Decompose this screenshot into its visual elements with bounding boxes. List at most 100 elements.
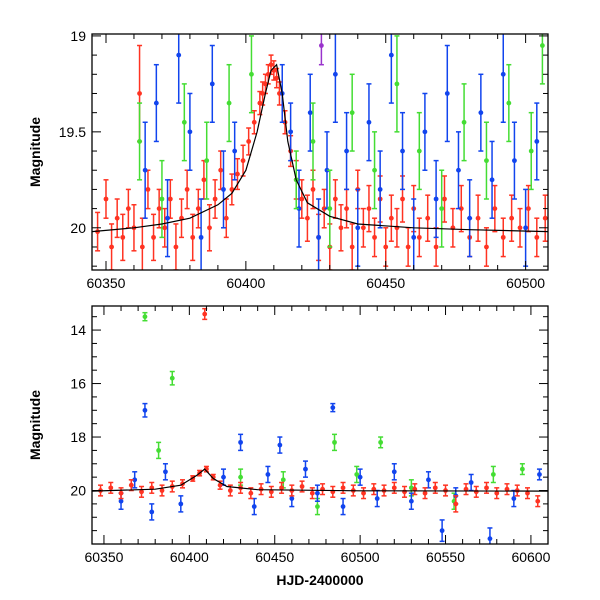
data-point-red-28 [361, 487, 367, 500]
data-point-green-16 [506, 63, 512, 143]
data-point-red-24 [320, 483, 326, 496]
data-point-red-25 [330, 485, 336, 498]
data-point-blue-32 [523, 188, 529, 267]
data-point-green-9 [349, 73, 355, 152]
data-point-red-70 [492, 184, 498, 233]
data-point-blue-16 [344, 111, 350, 191]
x-tick-label: 60350 [87, 275, 126, 291]
data-point-green-7 [310, 102, 316, 181]
data-point-red-23 [309, 487, 315, 500]
data-point-blue-28 [478, 73, 484, 152]
data-point-red-5 [125, 188, 131, 229]
data-point-blue-21 [400, 111, 406, 191]
data-point-blue-26 [536, 468, 542, 481]
data-point-blue-13 [316, 198, 322, 270]
data-point-red-51 [360, 207, 366, 248]
data-point-blue-0 [142, 121, 148, 219]
data-point-red-56 [388, 194, 394, 242]
data-point-blue-11 [296, 169, 302, 248]
data-point-red-6 [149, 481, 155, 494]
data-point-blue-3 [176, 34, 182, 104]
data-point-blue-33 [534, 102, 540, 181]
data-point-blue-2 [132, 471, 138, 489]
data-point-red-20 [206, 204, 212, 252]
data-point-red-34 [422, 487, 428, 500]
data-point-blue-18 [366, 83, 372, 162]
data-point-red-10 [190, 475, 196, 482]
x-tick-label: 60400 [170, 549, 209, 565]
data-point-red-3 [118, 487, 124, 500]
data-point-green-5 [248, 35, 254, 114]
data-point-blue-27 [467, 179, 473, 258]
x-tick-label: 60450 [366, 275, 405, 291]
data-point-green-7 [354, 465, 360, 484]
data-point-blue-2 [165, 179, 171, 258]
data-point-red-61 [416, 217, 422, 258]
data-point-red-31 [391, 481, 397, 494]
data-point-green-15 [483, 121, 489, 200]
data-point-green-11 [394, 35, 400, 133]
data-point-blue-17 [374, 489, 380, 508]
data-point-blue-31 [511, 121, 517, 200]
data-point-red-18 [195, 188, 201, 229]
series-blue [142, 34, 540, 270]
data-point-red-69 [483, 227, 489, 267]
bottom-panel: 60350 60400 60450 60500 60550 60600 14 16 18 20 Ma… [27, 305, 551, 588]
data-point-green-14 [461, 83, 467, 162]
data-point-red-5 [139, 485, 145, 498]
x-tick-label: 60550 [426, 549, 465, 565]
data-point-red-44 [525, 487, 531, 500]
data-point-red-52 [366, 184, 372, 233]
x-tick-label: 60400 [226, 275, 265, 291]
data-point-red-26 [240, 144, 246, 177]
y-tick-label: 19.5 [59, 124, 86, 140]
data-point-blue-26 [455, 131, 461, 210]
top-panel: 60350 60400 60450 60500 19 19.5 20 Magnitude [27, 28, 549, 291]
data-point-blue-19 [377, 150, 383, 229]
data-point-red-30 [260, 81, 266, 106]
data-point-red-42 [504, 483, 510, 496]
data-point-blue-17 [355, 188, 361, 267]
data-point-blue-15 [332, 34, 338, 124]
data-point-red-65 [450, 207, 456, 248]
data-point-red-71 [500, 217, 506, 258]
x-axis-title: HJD-2400000 [276, 572, 363, 588]
data-point-blue-25 [444, 44, 450, 143]
data-point-green-6 [332, 433, 338, 452]
x-tick-label: 60500 [506, 275, 545, 291]
data-point-red-22 [218, 150, 224, 191]
data-point-green-10 [372, 131, 378, 210]
data-point-blue-14 [330, 402, 336, 413]
y-tick-label: 14 [70, 322, 86, 338]
data-point-blue-16 [357, 468, 363, 486]
data-point-red-35 [274, 67, 280, 89]
data-point-red-17 [190, 213, 196, 262]
data-point-red-9 [145, 169, 151, 210]
y-tick-label: 19 [70, 28, 86, 44]
x-tick-label: 60450 [255, 549, 294, 565]
data-point-green-2 [181, 83, 187, 162]
data-point-blue-1 [153, 63, 159, 143]
data-point-red-53 [372, 217, 378, 258]
plot-area [92, 34, 548, 270]
plot-frame [91, 33, 549, 271]
data-point-red-44 [321, 188, 327, 229]
data-point-blue-8 [232, 121, 238, 181]
data-point-green-8 [378, 436, 384, 449]
data-point-red-39 [473, 485, 479, 498]
plot-area [92, 307, 548, 544]
data-point-red-2 [108, 481, 114, 494]
data-point-red-21 [212, 179, 218, 219]
data-point-blue-18 [391, 463, 397, 481]
data-point-blue-7 [238, 433, 244, 452]
data-point-red-27 [246, 127, 252, 156]
data-point-red-13 [167, 179, 173, 219]
data-point-blue-0 [142, 402, 148, 418]
data-point-blue-15 [340, 497, 346, 516]
data-point-blue-4 [162, 463, 168, 481]
data-point-red-32 [402, 485, 408, 498]
data-point-red-64 [441, 175, 447, 223]
data-point-red-41 [494, 487, 500, 500]
data-point-red-68 [475, 194, 481, 242]
data-point-blue-7 [220, 150, 226, 229]
